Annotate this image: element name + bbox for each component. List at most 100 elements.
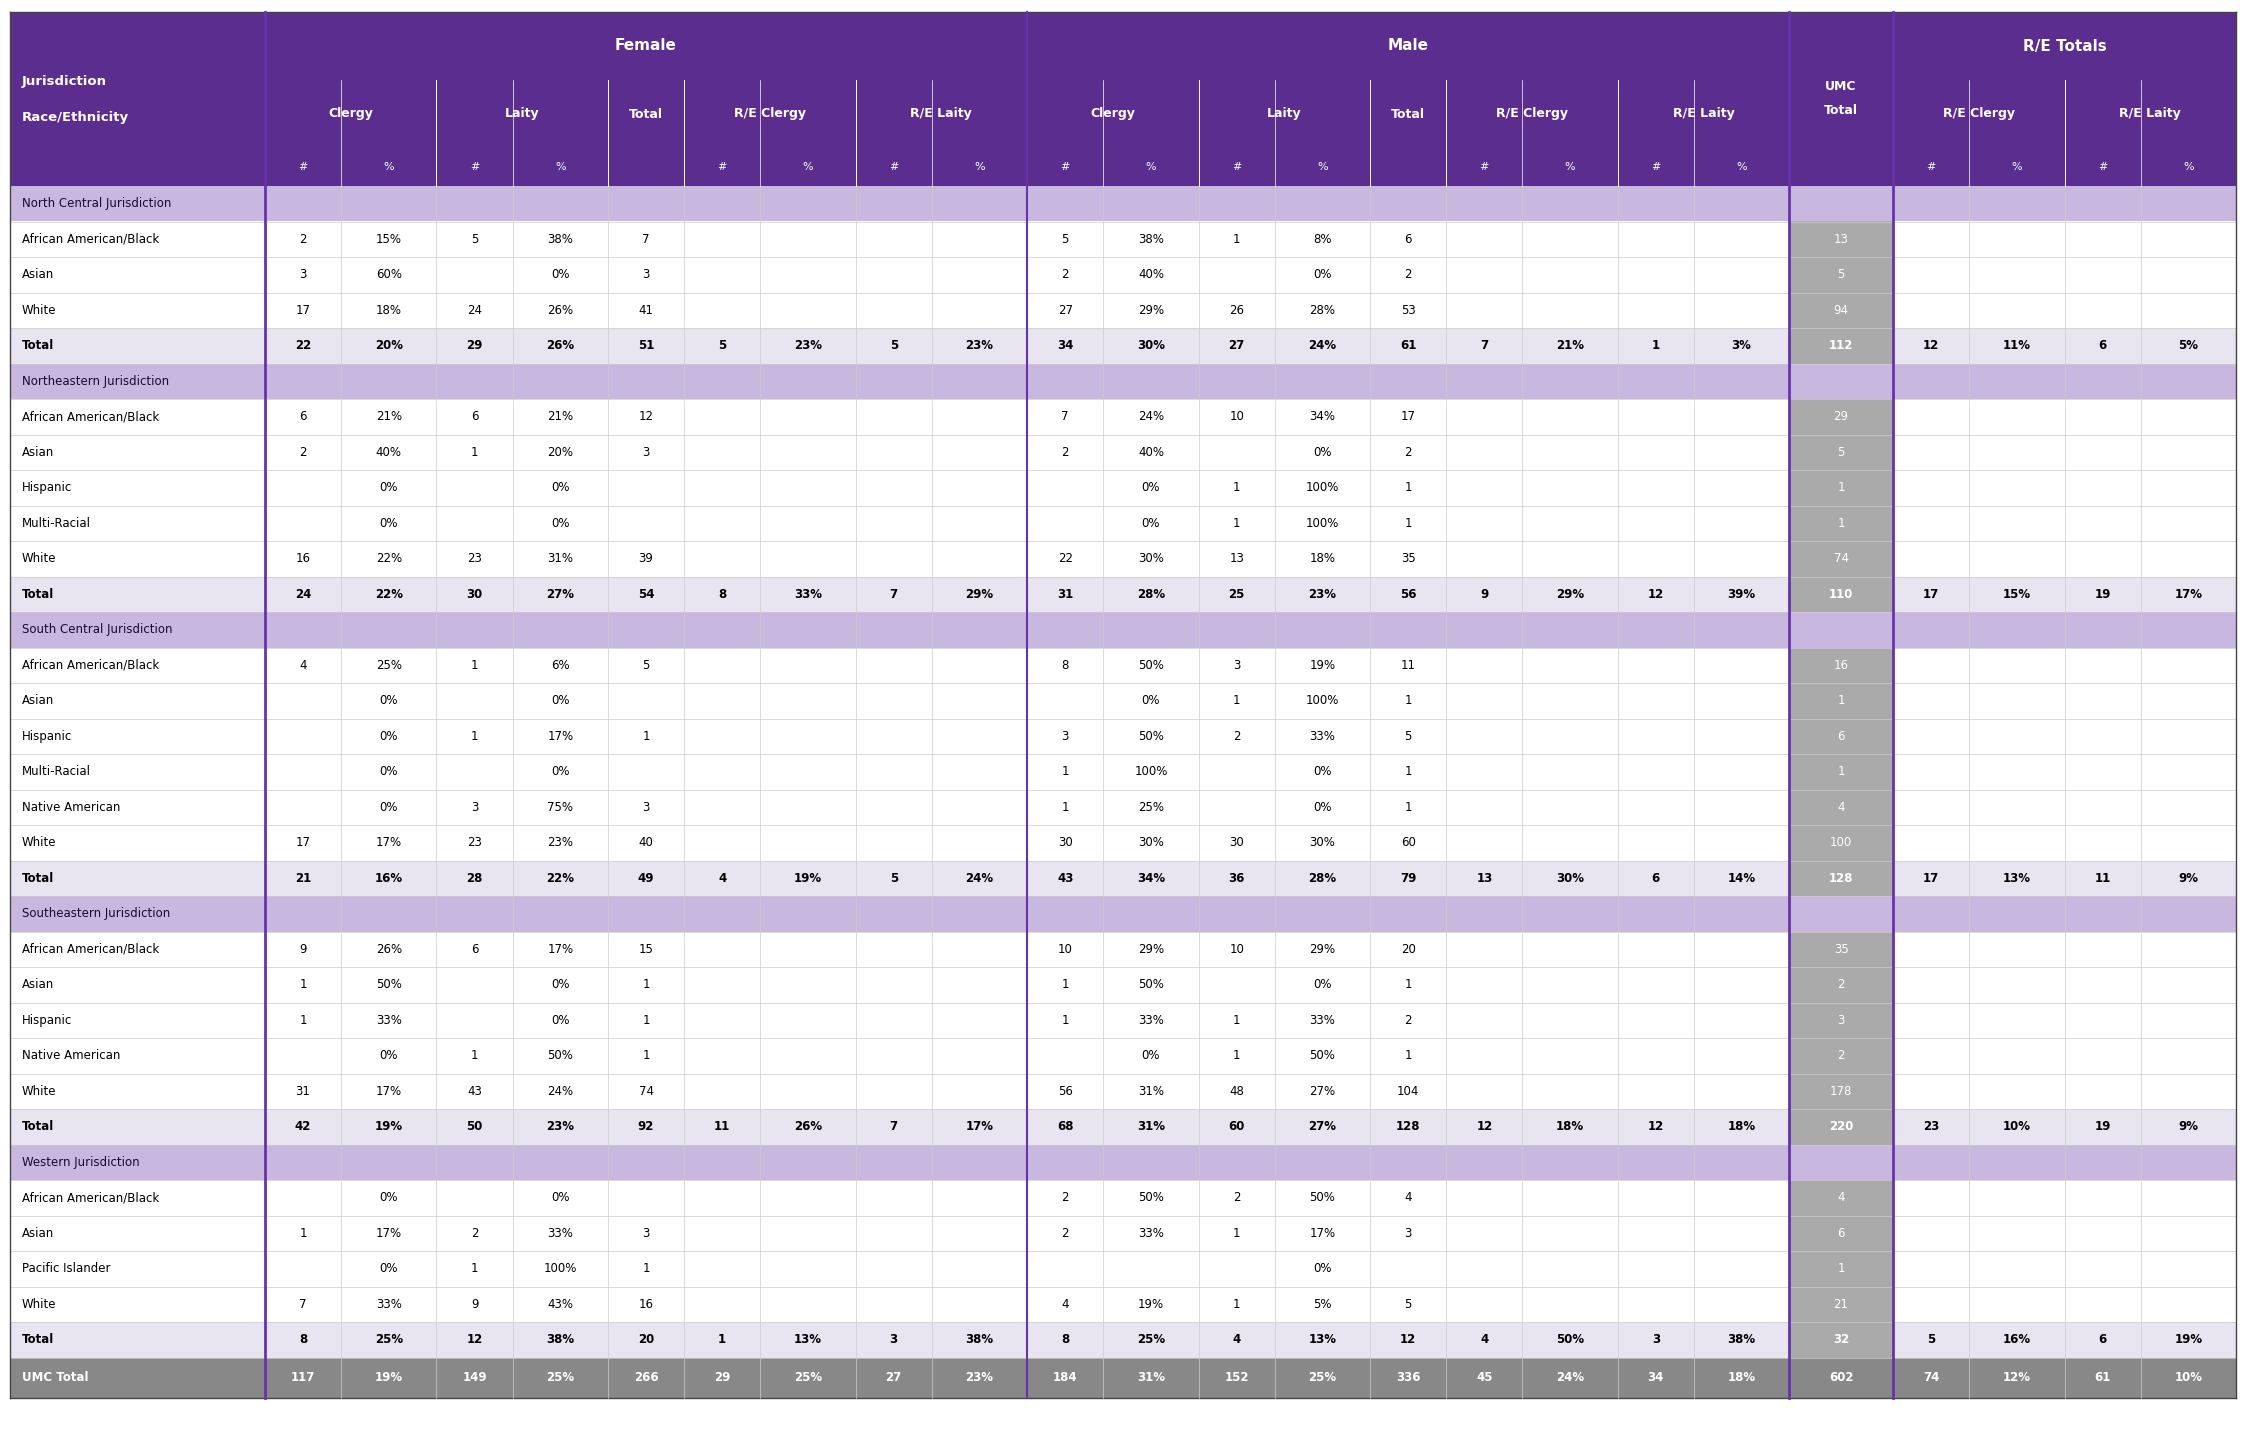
Text: 40: 40 [640, 836, 653, 849]
Text: 25%: 25% [1138, 801, 1165, 814]
Text: 2: 2 [1405, 1014, 1411, 1027]
Bar [608, 147, 684, 187]
Text: 12: 12 [1923, 340, 1939, 353]
Text: 24%: 24% [1555, 1371, 1584, 1384]
Text: 1: 1 [1838, 482, 1845, 495]
Text: 38%: 38% [548, 233, 572, 246]
Text: 29%: 29% [1308, 943, 1335, 956]
Text: 1: 1 [1405, 765, 1411, 778]
Bar [265, 80, 438, 147]
Text: White: White [22, 1084, 56, 1098]
Text: 33%: 33% [377, 1014, 402, 1027]
Text: 0%: 0% [1142, 1050, 1160, 1063]
Text: South Central Jurisdiction: South Central Jurisdiction [22, 623, 173, 636]
Bar [9, 1251, 2235, 1287]
Bar [9, 790, 2235, 826]
Text: 19%: 19% [2174, 1333, 2201, 1346]
Bar [1028, 80, 1198, 147]
Text: 4: 4 [298, 659, 307, 672]
Text: 1: 1 [1405, 1050, 1411, 1063]
Bar [855, 147, 931, 187]
Text: 13: 13 [1477, 872, 1492, 885]
Text: 13: 13 [1833, 233, 1849, 246]
Text: African American/Black: African American/Black [22, 943, 159, 956]
Bar [855, 80, 1028, 147]
Text: Clergy: Clergy [1091, 107, 1135, 120]
Text: 17%: 17% [548, 943, 574, 956]
Text: 25%: 25% [545, 1371, 574, 1384]
Bar [2141, 147, 2235, 187]
Text: 60: 60 [1400, 836, 1416, 849]
Bar [265, 12, 1028, 80]
Text: 2: 2 [1061, 445, 1068, 458]
Text: 0%: 0% [1313, 1262, 1331, 1275]
Text: 12: 12 [1400, 1333, 1416, 1346]
Text: 100%: 100% [543, 1262, 577, 1275]
Text: 31: 31 [296, 1084, 310, 1098]
Bar [1788, 1358, 1894, 1397]
Bar [1788, 1038, 1894, 1073]
Bar [1788, 790, 1894, 826]
Text: 5: 5 [889, 872, 898, 885]
Text: 16: 16 [640, 1297, 653, 1310]
Text: 16%: 16% [375, 872, 404, 885]
Text: 33%: 33% [548, 1226, 572, 1239]
Text: 100%: 100% [1133, 765, 1167, 778]
Text: 2: 2 [1838, 979, 1845, 992]
Text: 25%: 25% [1308, 1371, 1337, 1384]
Text: 5%: 5% [2179, 340, 2199, 353]
Bar [9, 612, 2235, 648]
Bar [9, 292, 2235, 328]
Text: #: # [298, 162, 307, 172]
Text: 26%: 26% [548, 304, 574, 317]
Text: 33%: 33% [1138, 1014, 1165, 1027]
Bar [9, 1073, 2235, 1109]
Text: Clergy: Clergy [328, 107, 373, 120]
Text: 27: 27 [886, 1371, 902, 1384]
Bar [9, 826, 2235, 860]
Text: 43%: 43% [548, 1297, 572, 1310]
Text: 60: 60 [1227, 1121, 1245, 1134]
Bar [1445, 80, 1618, 147]
Text: %: % [2011, 162, 2022, 172]
Text: 50: 50 [467, 1121, 482, 1134]
Bar [9, 897, 2235, 931]
Text: Asian: Asian [22, 694, 54, 707]
Text: 40%: 40% [375, 445, 402, 458]
Text: 4: 4 [1405, 1192, 1411, 1205]
Text: 3: 3 [889, 1333, 898, 1346]
Text: 1: 1 [1405, 801, 1411, 814]
Bar [9, 577, 2235, 612]
Text: 9%: 9% [2179, 1121, 2199, 1134]
Text: 17%: 17% [965, 1121, 994, 1134]
Text: 20%: 20% [548, 445, 572, 458]
Text: 68: 68 [1057, 1121, 1073, 1134]
Text: 1: 1 [1838, 516, 1845, 529]
Text: %: % [803, 162, 812, 172]
Text: 23%: 23% [1308, 587, 1337, 600]
Text: 128: 128 [1829, 872, 1854, 885]
Text: Total: Total [22, 1121, 54, 1134]
Text: 13%: 13% [2004, 872, 2031, 885]
Text: 31%: 31% [548, 552, 572, 565]
Text: 5: 5 [889, 340, 898, 353]
Text: 30: 30 [467, 587, 482, 600]
Text: 11: 11 [1400, 659, 1416, 672]
Text: 19%: 19% [375, 1121, 404, 1134]
Bar [1198, 147, 1275, 187]
Text: 49: 49 [637, 872, 655, 885]
Text: R/E Clergy: R/E Clergy [734, 107, 806, 120]
Bar [9, 1216, 2235, 1251]
Bar [1788, 541, 1894, 577]
Text: 23%: 23% [548, 836, 572, 849]
Text: 5: 5 [642, 659, 651, 672]
Text: 3: 3 [1405, 1226, 1411, 1239]
Bar [1788, 12, 1894, 187]
Text: 1: 1 [471, 1050, 478, 1063]
Text: 1: 1 [642, 1014, 651, 1027]
Text: 12: 12 [640, 411, 653, 424]
Bar [9, 328, 2235, 363]
Text: %: % [1317, 162, 1328, 172]
Text: 17: 17 [296, 836, 310, 849]
Text: Female: Female [615, 39, 678, 54]
